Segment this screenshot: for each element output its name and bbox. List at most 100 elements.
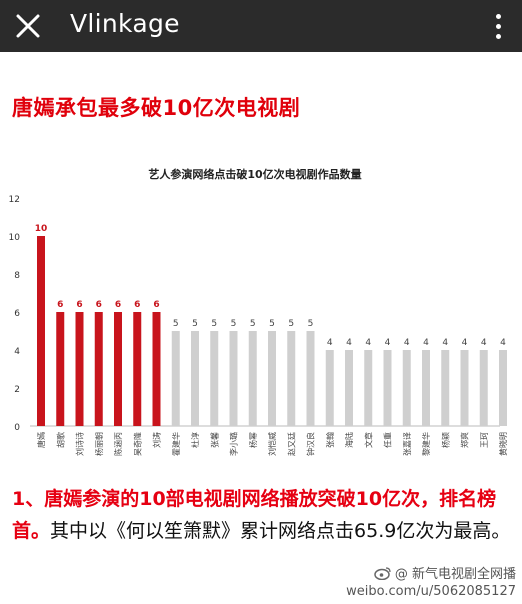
x-tick-label: 钟汉良 [306, 432, 316, 456]
watermark-url: weibo.com/u/5062085127 [346, 584, 516, 599]
bar [210, 331, 219, 426]
x-tick-label: 郑爽 [460, 432, 470, 448]
data-label: 4 [462, 338, 468, 348]
x-tick-label: 刘诗诗 [75, 432, 85, 456]
bar [114, 312, 122, 426]
y-tick-label: 2 [14, 385, 20, 395]
bar [248, 331, 257, 426]
bar [422, 350, 430, 426]
data-label: 4 [442, 338, 448, 348]
data-label: 4 [481, 338, 487, 348]
y-tick-label: 0 [14, 423, 20, 433]
bar [229, 331, 238, 426]
article-headline: 唐嫣承包最多破10亿次电视剧 [12, 96, 301, 120]
bar [402, 350, 411, 426]
bar [171, 331, 180, 426]
data-label: 4 [404, 338, 410, 348]
data-label: 6 [134, 300, 140, 310]
bar [268, 331, 276, 426]
data-label: 6 [96, 300, 102, 310]
bar [479, 350, 488, 426]
app-bar: Vlinkage [0, 0, 522, 52]
x-tick-label: 文章 [363, 432, 373, 448]
paragraph-lead: 1、唐嫣参演的10部电视剧网络播放突破10亿次，排名榜首。 [12, 488, 497, 542]
y-tick-label: 12 [9, 195, 20, 205]
bar [306, 331, 315, 426]
x-tick-label: 唐嫣 [36, 432, 46, 448]
data-label: 4 [346, 338, 352, 348]
data-label: 4 [385, 338, 391, 348]
x-tick-label: 杨颖 [440, 432, 450, 448]
x-tick-label: 霍建华 [171, 432, 181, 456]
bar [499, 350, 507, 426]
y-tick-label: 4 [14, 347, 20, 357]
x-tick-label: 张嘉译 [402, 432, 412, 456]
data-label: 5 [308, 319, 314, 329]
x-tick-label: 杜淳 [190, 432, 200, 448]
data-label: 6 [153, 300, 159, 310]
data-label: 5 [231, 319, 237, 329]
weibo-watermark: @ 新气电视剧全网播 weibo.com/u/5062085127 [346, 566, 516, 600]
bar [460, 350, 469, 426]
data-label: 4 [423, 338, 429, 348]
data-label: 6 [115, 300, 121, 310]
x-tick-label: 王珂 [480, 432, 489, 448]
bar-chart: 艺人参演网络点击破10亿次电视剧作品数量 0 2 4 6 8 10 12 10 唐嫣 6 胡歌 6 刘诗诗… [0, 152, 522, 482]
x-tick-label: 任重 [383, 432, 393, 448]
data-label: 4 [327, 338, 333, 348]
x-tick-label: 张翰 [325, 432, 335, 448]
x-tick-label: 张馨 [210, 432, 219, 448]
x-tick-label: 杨丽朝 [94, 432, 104, 456]
chart-title: 艺人参演网络点击破10亿次电视剧作品数量 [148, 167, 361, 181]
data-label: 4 [365, 338, 371, 348]
data-label: 5 [173, 319, 179, 329]
bar [152, 312, 161, 426]
data-label: 5 [288, 319, 294, 329]
y-tick-label: 10 [9, 233, 21, 243]
x-tick-label: 刘恺威 [267, 432, 277, 456]
paragraph-body: 其中以《何以笙箫默》累计网络点击65.9亿次为最高。 [50, 520, 511, 542]
data-label: 6 [76, 300, 82, 310]
data-label: 4 [500, 338, 506, 348]
bar [94, 312, 103, 426]
data-label: 5 [269, 319, 275, 329]
close-icon [16, 14, 40, 38]
x-tick-label: 杨幂 [248, 432, 258, 448]
article-content: 唐嫣承包最多破10亿次电视剧 艺人参演网络点击破10亿次电视剧作品数量 0 2 4 6 8… [0, 52, 522, 604]
bar-chart-svg: 艺人参演网络点击破10亿次电视剧作品数量 0 2 4 6 8 10 12 10 唐嫣 6 胡歌 6 刘诗诗… [9, 167, 508, 456]
data-label: 10 [35, 224, 48, 234]
bar [287, 331, 296, 426]
more-vertical-icon [495, 13, 501, 19]
bar [364, 350, 373, 426]
x-tick-label: 黎建华 [421, 432, 431, 456]
x-tick-label: 李小璐 [229, 432, 239, 456]
weibo-icon [374, 567, 391, 580]
x-tick-label: 陈涵丙 [113, 432, 123, 456]
bar [191, 331, 199, 426]
more-menu-button[interactable] [488, 8, 508, 44]
bar [383, 350, 392, 426]
y-tick-label: 6 [14, 309, 20, 319]
article-paragraph: 1、唐嫣参演的10部电视剧网络播放突破10亿次，排名榜首。其中以《何以笙箫默》累… [12, 483, 517, 547]
x-tick-label: 黄晓明 [498, 432, 508, 456]
data-label: 5 [250, 319, 256, 329]
x-tick-label: 赵又廷 [286, 432, 296, 456]
x-tick-label: 海陆 [344, 432, 354, 448]
app-title: Vlinkage [70, 9, 180, 38]
bar [133, 312, 142, 426]
bar [56, 312, 65, 426]
y-tick-label: 8 [14, 271, 20, 281]
x-tick-label: 刘涛 [152, 432, 162, 448]
data-label: 5 [192, 319, 198, 329]
x-tick-label: 吴奇隆 [132, 432, 142, 456]
bar [325, 350, 334, 426]
x-tick-label: 胡歌 [55, 432, 65, 448]
bar [441, 350, 450, 426]
bar [75, 312, 84, 426]
bar [37, 236, 45, 426]
data-label: 6 [57, 300, 63, 310]
watermark-account: @ 新气电视剧全网播 [394, 567, 516, 582]
bar [345, 350, 353, 426]
close-button[interactable] [10, 6, 46, 46]
data-label: 5 [211, 319, 217, 329]
